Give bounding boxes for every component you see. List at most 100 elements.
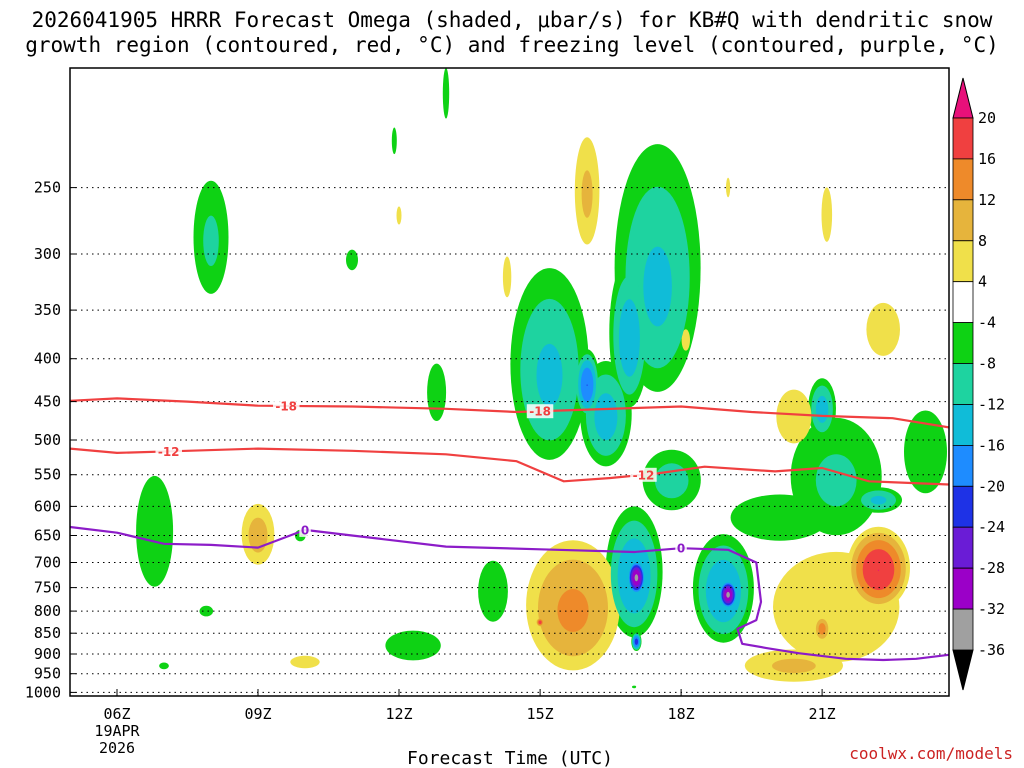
omega-region-up-4-level-4 xyxy=(136,475,174,587)
colorbar-label-5: -4 xyxy=(978,314,996,332)
y-tick-label-250: 250 xyxy=(34,179,61,197)
contour-label-0-0: -18 xyxy=(275,399,297,413)
y-tick-label-700: 700 xyxy=(34,554,61,572)
contour-label-2-1: 0 xyxy=(677,542,685,556)
colorbar-bin-16-to-20 xyxy=(952,117,974,160)
contour-line-0 xyxy=(70,397,949,429)
colorbar-bin--20-to--16 xyxy=(952,444,974,487)
omega-region-up-10-level-4 xyxy=(478,560,508,622)
colorbar-label-3: 8 xyxy=(978,232,987,250)
y-tick-label-450: 450 xyxy=(34,393,61,411)
contour-label-bg xyxy=(155,444,182,459)
omega-region-down-40-level-12 xyxy=(818,623,826,635)
contour-label-bg xyxy=(526,404,554,419)
omega-region-down-31-level-4 xyxy=(502,256,512,298)
omega-region-up-0-level-8 xyxy=(203,215,219,266)
omega-region-down-36-level-12 xyxy=(557,589,589,632)
omega-region-up-23-level-8 xyxy=(815,454,857,507)
omega-region-up-25-level-12 xyxy=(870,495,887,505)
omega-region-up-16-level-20 xyxy=(586,384,588,386)
omega-region-up-11-level-12 xyxy=(536,343,563,407)
colorbar-label-13: -36 xyxy=(978,641,1005,659)
y-tick-label-1000: 1000 xyxy=(25,683,61,701)
omega-region-down-42-level-4 xyxy=(776,389,812,444)
y-axis: 250 300 350 400 450 500 550 600 650 700 750 800 850 9… xyxy=(25,179,76,701)
credit-link[interactable]: coolwx.com/models xyxy=(849,744,1013,763)
omega-region-down-32-level-8 xyxy=(581,170,593,218)
colorbar-top-arrow xyxy=(952,77,974,119)
colorbar-bin-8-to-12 xyxy=(952,199,974,242)
omega-region-up-1-level-4 xyxy=(346,249,358,271)
omega-region-down-39-level-8 xyxy=(772,658,816,674)
plot-frame xyxy=(69,67,950,697)
omega-region-down-43-level-4 xyxy=(866,302,900,356)
colorbar-bin--4-to-4 xyxy=(952,281,974,324)
x-tick-label-21Z: 21Z xyxy=(809,705,836,723)
contour-line-1 xyxy=(70,447,949,486)
y-tick-label-950: 950 xyxy=(34,665,61,683)
omega-region-down-30-level-4 xyxy=(396,206,402,225)
colorbar: 20 16 12 8 4 -4 -8 -12 -16 -20 -24 -28 -32 -36 xyxy=(952,77,1005,691)
colorbar-bin--24-to--20 xyxy=(952,485,974,528)
omega-region-up-14-level-12 xyxy=(618,299,640,377)
omega-shading xyxy=(136,68,947,689)
colorbar-label-7: -12 xyxy=(978,396,1005,414)
omega-region-up-24-level-12 xyxy=(815,395,829,423)
omega-region-up-13-level-12 xyxy=(594,393,618,441)
colorbar-bin--32-to--28 xyxy=(952,567,974,610)
omega-region-up-7-level-4 xyxy=(427,363,447,421)
x-tick-label-15Z: 15Z xyxy=(527,705,554,723)
colorbar-bottom-arrow xyxy=(952,649,974,691)
colorbar-label-10: -24 xyxy=(978,518,1005,536)
x-tick-label-06Z: 06Z xyxy=(103,705,130,723)
x-tick-date: 19APR xyxy=(94,722,140,740)
y-tick-label-600: 600 xyxy=(34,497,61,515)
y-tick-label-400: 400 xyxy=(34,350,61,368)
omega-region-down-35-level-4 xyxy=(290,655,320,669)
colorbar-label-9: -20 xyxy=(978,477,1005,495)
omega-region-down-41-level-16 xyxy=(862,549,895,591)
y-tick-label-550: 550 xyxy=(34,466,61,484)
chart-title-line-2: growth region (contoured, red, °C) and f… xyxy=(25,33,999,57)
colorbar-label-2: 12 xyxy=(978,191,996,209)
colorbar-label-4: 4 xyxy=(978,273,987,291)
omega-region-up-9-level-4 xyxy=(385,630,441,661)
contour-label-bg xyxy=(675,541,687,556)
omega-region-up-28-level-4 xyxy=(632,685,637,689)
y-tick-label-850: 850 xyxy=(34,624,61,642)
omega-region-up-5-level-4 xyxy=(199,605,214,617)
colorbar-bin--28-to--24 xyxy=(952,526,974,569)
omega-region-up-8-level-4 xyxy=(442,68,450,119)
y-tick-label-500: 500 xyxy=(34,431,61,449)
omega-region-up-12-level-12 xyxy=(643,246,672,327)
omega-region-up-18-level-32 xyxy=(634,574,639,582)
x-tick-label-09Z: 09Z xyxy=(244,705,271,723)
colorbar-label-6: -8 xyxy=(978,355,996,373)
contour-label-2-0: 0 xyxy=(301,523,309,537)
y-tick-label-300: 300 xyxy=(34,245,61,263)
x-tick-label-18Z: 18Z xyxy=(668,705,695,723)
contour-label-1-1: -12 xyxy=(633,468,655,482)
omega-region-up-6-level-4 xyxy=(159,662,169,670)
omega-region-up-21-level-32 xyxy=(726,591,730,598)
omega-region-down-41-level-20 xyxy=(877,569,880,571)
contour-label-1-0: -12 xyxy=(158,445,180,459)
omega-region-up-26-level-4 xyxy=(904,410,947,494)
omega-region-down-34-level-4 xyxy=(726,177,731,198)
colorbar-bin-4-to-8 xyxy=(952,240,974,283)
colorbar-label-0: 20 xyxy=(978,109,996,127)
chart-title-line-1: 2026041905 HRRR Forecast Omega (shaded, … xyxy=(32,8,993,32)
y-tick-label-350: 350 xyxy=(34,301,61,319)
colorbar-label-8: -16 xyxy=(978,436,1005,454)
colorbar-label-1: 16 xyxy=(978,150,996,168)
y-tick-label-750: 750 xyxy=(34,579,61,597)
omega-region-up-19-level-20 xyxy=(634,638,639,645)
contour-line-2 xyxy=(70,525,949,662)
temperature-contours: -18 -18 -12 -12 0 0 xyxy=(70,397,949,662)
colorbar-bin--16-to--12 xyxy=(952,404,974,446)
contour-label-0-1: -18 xyxy=(529,405,551,419)
y-tick-label-900: 900 xyxy=(34,645,61,663)
y-tick-label-800: 800 xyxy=(34,602,61,620)
